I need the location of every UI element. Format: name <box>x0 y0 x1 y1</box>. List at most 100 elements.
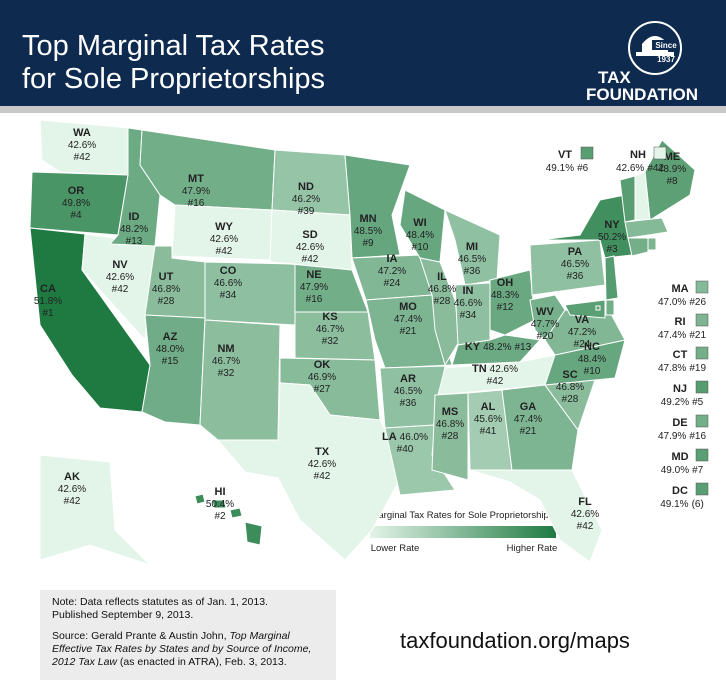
state-rate: 42.6% <box>571 509 599 520</box>
state-rate: 46.6% <box>214 278 242 289</box>
state-shape <box>216 382 406 561</box>
source-text: Source: Gerald Prante & Austin John, <box>52 630 230 642</box>
callout-swatch <box>695 448 709 462</box>
state-abbr: VA <box>575 314 590 326</box>
logo-since: Since <box>655 41 677 50</box>
state-rate: 42.6% <box>296 242 324 253</box>
state-rank: #42 <box>302 254 319 265</box>
state-label: IN 46.6% #34 <box>454 285 482 321</box>
callout-swatch <box>695 414 709 428</box>
state-rate: 45.6% <box>474 414 502 425</box>
state-abbr: TX <box>315 446 330 458</box>
logo-badge <box>652 40 679 50</box>
state-shape <box>444 209 501 286</box>
state-label: TX 42.6% #42 <box>308 446 336 482</box>
state-rate: 48.5% <box>354 226 382 237</box>
state-label: ID 48.2% #13 <box>120 211 148 247</box>
state-abbr: NE <box>306 269 321 281</box>
state-rank: #39 <box>298 206 315 217</box>
state-rate: 48.4% <box>406 230 434 241</box>
state-rate: 48.0% <box>156 344 184 355</box>
state-shape <box>501 384 579 471</box>
state-abbr: RI <box>675 316 686 328</box>
state-label: OH 48.3% #12 <box>491 277 519 313</box>
callout-swatch <box>695 313 709 327</box>
state-rank: #42 <box>314 471 331 482</box>
state-abbr: CA <box>40 283 56 295</box>
state-shape <box>489 269 536 336</box>
state-rate: 47.4% <box>394 314 422 325</box>
state-label: NY 50.2% #3 <box>598 219 626 255</box>
state-abbr: AZ <box>163 331 178 343</box>
state-rank: #42 <box>647 163 664 174</box>
state-rate: 50.4% <box>206 499 234 510</box>
state-rate: 48.3% <box>491 290 519 301</box>
state-rank: #12 <box>497 302 514 313</box>
state-label: NM 46.7% #32 <box>212 343 240 379</box>
state-abbr: OR <box>68 185 85 197</box>
state-rate: 42.6% <box>106 272 134 283</box>
logo-foundation: FOUNDATION <box>586 85 698 104</box>
state-rate: 46.5% <box>458 254 486 265</box>
state-rate: 46.8% <box>152 284 180 295</box>
state-rate: 47.8% <box>658 363 686 374</box>
state-rank: (6) <box>692 499 704 510</box>
state-label: VA 47.2% #24 <box>568 314 596 350</box>
state-abbr: NH <box>630 149 646 161</box>
state-shape <box>194 493 263 546</box>
state-rank: #28 <box>562 394 579 405</box>
state-label: NV 42.6% #42 <box>106 259 134 295</box>
state-rank: #34 <box>460 310 477 321</box>
callout-swatch <box>580 146 594 160</box>
state-rate: 48.9% <box>658 164 686 175</box>
state-abbr: AL <box>481 401 496 413</box>
state-abbr: NM <box>217 343 234 355</box>
state-rate: 49.2% <box>661 397 689 408</box>
state-rate: 47.0% <box>658 297 686 308</box>
state-rank: #8 <box>666 176 678 187</box>
state-rate: 46.8% <box>556 382 584 393</box>
state-rank: #28 <box>158 296 175 307</box>
logo-tax: TAX <box>598 68 631 87</box>
state-label: WI 48.4% #10 <box>406 217 434 253</box>
state-rate: 47.2% <box>378 266 406 277</box>
state-rate: 42.6% <box>490 364 518 375</box>
state-shape <box>431 392 469 481</box>
state-label: 49.1% (6) <box>660 499 704 510</box>
state-rank: #1 <box>42 308 54 319</box>
state-rank: #42 <box>577 521 594 532</box>
state-rate: 47.4% <box>514 414 542 425</box>
state-rate: 46.7% <box>212 356 240 367</box>
state-abbr: MN <box>359 213 376 225</box>
note-text: Published September 9, 2013. <box>52 609 194 621</box>
logo: Since 1937 TAX FOUNDATION <box>586 21 698 104</box>
state-rate: 47.2% <box>568 327 596 338</box>
state-rate: 46.7% <box>316 324 344 335</box>
state-rate: 42.6% <box>308 459 336 470</box>
state-label: SD 42.6% #42 <box>296 229 324 265</box>
state-rate: 46.6% <box>454 298 482 309</box>
state-label: 47.4% #21 <box>658 330 706 341</box>
state-rank: #36 <box>400 398 417 409</box>
state-shape <box>344 154 411 259</box>
state-rank: #6 <box>577 163 589 174</box>
state-shape <box>141 314 206 426</box>
state-label: 47.0% #26 <box>658 297 706 308</box>
state-abbr: ND <box>298 181 314 193</box>
state-rank: #42 <box>64 496 81 507</box>
source-title: Top Marginal Effective Tax Rates by Stat… <box>52 630 312 668</box>
state-rank: #28 <box>442 431 459 442</box>
state-rank: #36 <box>464 266 481 277</box>
state-abbr: MI <box>466 241 478 253</box>
title: Top Marginal Tax Rates <box>22 30 325 62</box>
state-abbr: LA <box>382 431 397 443</box>
state-rank: #34 <box>220 290 237 301</box>
state-rank: #19 <box>689 363 706 374</box>
state-rank: #13 <box>514 342 531 353</box>
state-rate: 46.0% <box>400 432 428 443</box>
state-label: NC 48.4% #10 <box>578 341 606 377</box>
note-box: Note: Data reflects statutes as of Jan. … <box>40 590 336 680</box>
state-rank: #2 <box>214 511 226 522</box>
